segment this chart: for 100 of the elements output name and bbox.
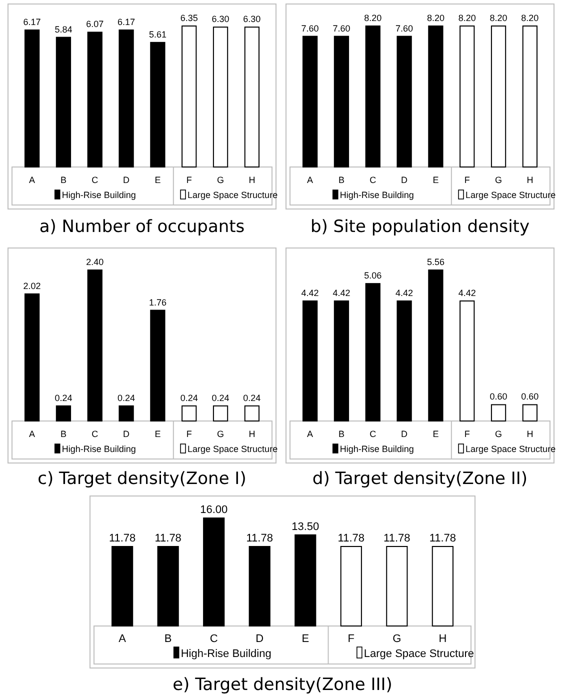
legend-label: Large Space Structure (188, 444, 278, 454)
legend-label: Large Space Structure (364, 648, 474, 660)
data-label: 5.06 (364, 270, 382, 281)
bar (302, 300, 318, 422)
x-tick-label: B (60, 175, 66, 185)
data-label: 4.42 (332, 288, 350, 298)
data-label: 8.20 (364, 13, 382, 23)
bar (24, 29, 40, 168)
bar (182, 26, 197, 168)
x-tick-label: E (154, 175, 161, 185)
x-tick-label: F (348, 633, 355, 645)
bar (365, 283, 380, 422)
bar (244, 26, 260, 168)
data-label: 0.24 (243, 392, 261, 403)
x-tick-label: B (338, 175, 344, 185)
bar (56, 36, 72, 168)
data-label: 13.50 (292, 520, 320, 533)
x-tick-label: B (338, 429, 344, 439)
x-tick-label: G (495, 429, 502, 439)
x-tick-label: C (92, 429, 99, 439)
data-label: 2.40 (86, 257, 104, 267)
data-label: 11.78 (246, 532, 273, 544)
legend-label: High-Rise Building (62, 190, 136, 200)
data-label: 6.30 (212, 14, 230, 24)
text: b) Site population density (310, 217, 530, 237)
legend-label: Large Space Structure (466, 190, 556, 200)
bar (428, 270, 444, 422)
x-tick-label: A (29, 429, 36, 439)
x-tick-label: B (164, 633, 172, 645)
x-tick-label: H (438, 633, 447, 645)
data-label: 0.60 (521, 392, 539, 402)
x-tick-label: G (495, 175, 502, 185)
x-tick-label: D (256, 633, 264, 645)
x-tick-label: F (464, 175, 470, 185)
data-label: 6.17 (118, 16, 136, 27)
x-tick-label: A (307, 175, 314, 185)
data-label: 0.24 (54, 392, 72, 403)
x-tick-label: A (118, 633, 127, 645)
data-label: 4.42 (396, 288, 414, 298)
data-label: 7.60 (332, 23, 350, 34)
legend-label: Large Space Structure (466, 444, 556, 454)
bar (150, 310, 166, 422)
data-label: 11.78 (429, 532, 456, 544)
data-label: 11.78 (154, 532, 182, 544)
data-label: 2.02 (23, 280, 41, 291)
bar (522, 404, 538, 422)
data-label: 6.17 (23, 16, 41, 27)
x-tick-label: E (302, 633, 310, 645)
data-label: 8.20 (490, 13, 508, 23)
data-label: 7.60 (396, 23, 414, 34)
data-label: 5.56 (426, 257, 444, 267)
data-label: 11.78 (384, 532, 410, 544)
data-label: 11.78 (108, 532, 136, 544)
x-tick-label: A (307, 429, 314, 439)
data-label: 4.42 (301, 288, 319, 298)
x-tick-label: H (248, 429, 256, 439)
x-tick-label: G (392, 633, 402, 645)
data-label: 1.76 (148, 297, 166, 308)
x-tick-label: H (248, 175, 256, 185)
x-tick-label: F (186, 175, 192, 185)
data-label: 0.24 (118, 392, 136, 403)
legend-label: High-Rise Building (340, 190, 414, 200)
x-tick-label: C (370, 429, 377, 439)
data-label: 11.78 (338, 532, 365, 544)
data-label: 8.20 (521, 13, 539, 23)
x-tick-label: H (526, 175, 534, 185)
data-label: 0.60 (490, 392, 508, 402)
data-label: 16.00 (200, 504, 228, 516)
legend-label: High-Rise Building (62, 444, 136, 454)
text: e) Target density(Zone III) (172, 675, 392, 695)
x-tick-label: E (154, 429, 161, 439)
bar (56, 405, 72, 422)
data-label: 6.07 (86, 19, 104, 30)
bar (334, 300, 350, 422)
bar (150, 42, 166, 168)
x-tick-label: G (217, 175, 224, 185)
bar (396, 300, 412, 422)
bar (87, 270, 102, 422)
data-label: 4.42 (458, 288, 476, 298)
x-tick-label: G (217, 429, 224, 439)
text: d) Target density(Zone II) (312, 469, 528, 489)
legend-label: High-Rise Building (180, 648, 272, 660)
data-label: 8.20 (426, 13, 444, 23)
text: c) Target density(Zone I) (38, 469, 246, 489)
legend-label: Large Space Structure (188, 190, 278, 200)
x-tick-label: D (401, 175, 408, 185)
bar (24, 293, 40, 422)
bar (490, 404, 506, 422)
x-tick-label: E (432, 429, 439, 439)
bar (212, 405, 228, 422)
x-tick-label: C (92, 175, 99, 185)
x-tick-label: B (60, 429, 66, 439)
bar (212, 26, 228, 168)
data-label: 5.61 (148, 29, 166, 40)
data-label: 7.60 (301, 23, 319, 34)
text: a) Number of occupants (39, 217, 245, 237)
bar (118, 29, 134, 168)
x-tick-label: C (370, 175, 377, 185)
data-label: 6.35 (180, 13, 198, 23)
bar (182, 405, 197, 422)
